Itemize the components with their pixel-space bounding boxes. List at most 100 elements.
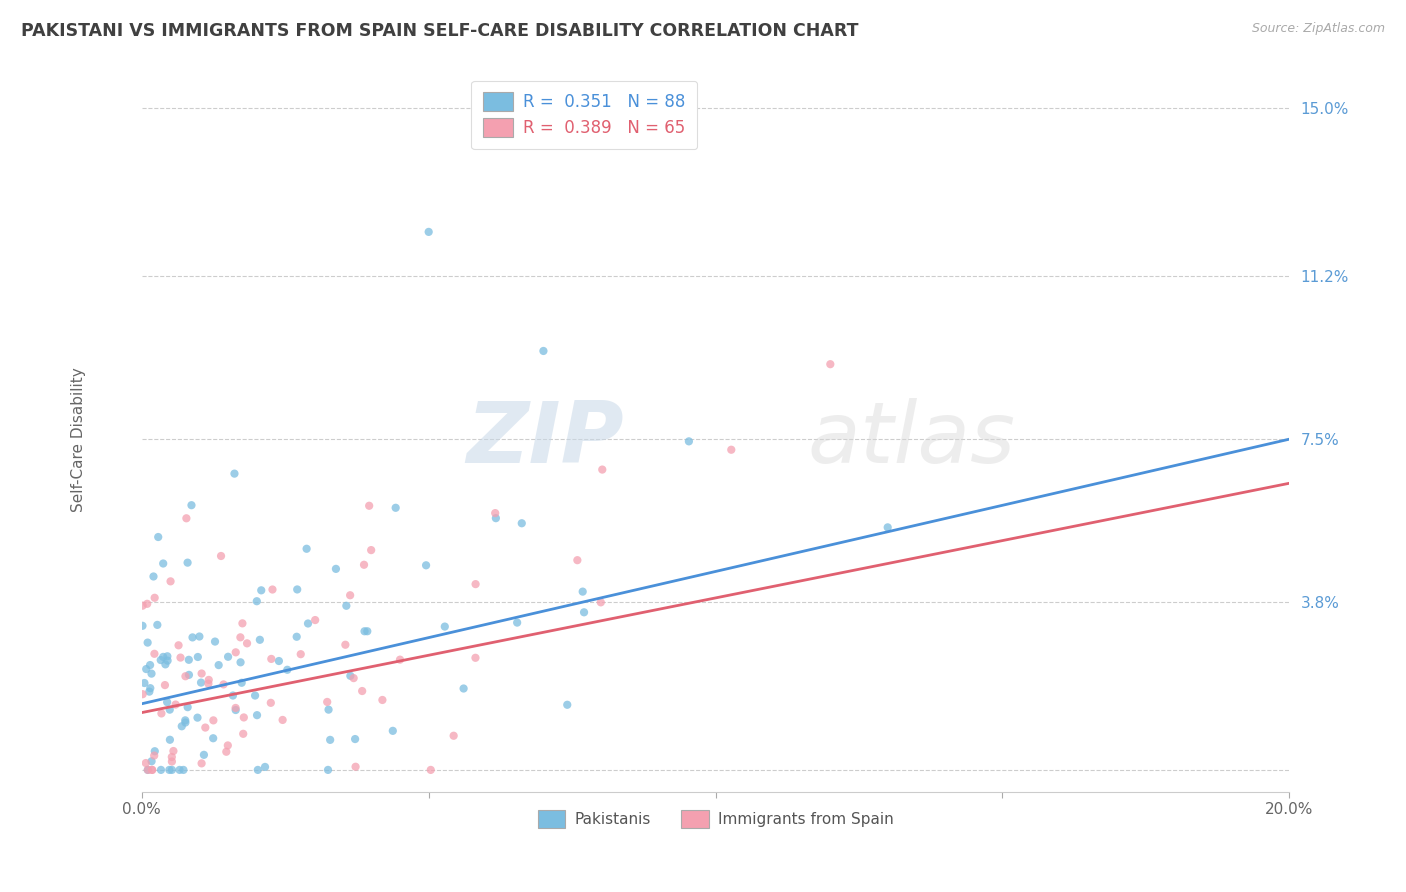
Point [190, 756, 212, 771]
Point [418, 225, 440, 239]
Point [170, 719, 193, 733]
Point [159, 574, 181, 589]
Point [464, 650, 486, 665]
Point [720, 442, 742, 457]
Point [249, 632, 271, 647]
Point [186, 711, 208, 725]
Point [136, 763, 159, 777]
Point [678, 434, 700, 449]
Point [343, 671, 366, 685]
Point [160, 755, 183, 769]
Point [267, 654, 290, 668]
Point [290, 647, 312, 661]
Point [156, 649, 179, 664]
Point [143, 647, 166, 661]
Point [225, 701, 247, 715]
Point [236, 636, 259, 650]
Point [141, 754, 163, 768]
Point [143, 748, 166, 763]
Point [194, 721, 217, 735]
Point [139, 658, 162, 673]
Point [250, 583, 273, 598]
Point [433, 619, 456, 633]
Text: atlas: atlas [807, 398, 1015, 481]
Point [339, 669, 361, 683]
Point [167, 638, 190, 652]
Point [353, 558, 375, 572]
Point [464, 577, 486, 591]
Point [419, 763, 441, 777]
Point [160, 763, 183, 777]
Point [169, 650, 191, 665]
Point [176, 511, 198, 525]
Point [136, 635, 159, 649]
Point [318, 703, 340, 717]
Point [136, 763, 159, 777]
Point [139, 681, 162, 695]
Point [131, 619, 153, 633]
Point [157, 763, 180, 777]
Point [165, 698, 187, 712]
Point [484, 506, 506, 520]
Point [254, 760, 277, 774]
Text: ZIP: ZIP [467, 398, 624, 481]
Point [135, 756, 157, 770]
Point [316, 763, 339, 777]
Point [174, 715, 197, 730]
Point [197, 673, 219, 687]
Point [187, 650, 209, 665]
Point [159, 703, 181, 717]
Point [217, 739, 239, 753]
Point [156, 695, 179, 709]
Point [415, 558, 437, 573]
Point [143, 744, 166, 758]
Point [152, 649, 174, 664]
Point [339, 588, 361, 602]
Text: PAKISTANI VS IMMIGRANTS FROM SPAIN SELF-CARE DISABILITY CORRELATION CHART: PAKISTANI VS IMMIGRANTS FROM SPAIN SELF-… [21, 22, 859, 40]
Point [371, 693, 394, 707]
Point [229, 630, 252, 644]
Text: Source: ZipAtlas.com: Source: ZipAtlas.com [1251, 22, 1385, 36]
Point [197, 676, 219, 690]
Point [172, 763, 194, 777]
Point [141, 763, 163, 777]
Point [232, 710, 254, 724]
Point [135, 662, 157, 676]
Point [181, 631, 204, 645]
Point [510, 516, 533, 531]
Point [222, 689, 245, 703]
Point [555, 698, 578, 712]
Point [335, 599, 357, 613]
Point [453, 681, 475, 696]
Point [232, 727, 254, 741]
Point [134, 676, 156, 690]
Point [162, 744, 184, 758]
Point [271, 713, 294, 727]
Point [231, 616, 253, 631]
Point [344, 760, 367, 774]
Point [174, 714, 197, 728]
Point [202, 714, 225, 728]
Point [262, 582, 284, 597]
Point [319, 732, 342, 747]
Point [153, 678, 176, 692]
Point [229, 656, 252, 670]
Point [381, 723, 404, 738]
Point [876, 520, 898, 534]
Point [160, 750, 183, 764]
Point [567, 553, 589, 567]
Point [141, 763, 163, 777]
Point [208, 658, 231, 673]
Point [190, 666, 212, 681]
Point [152, 557, 174, 571]
Point [388, 653, 411, 667]
Point [215, 745, 238, 759]
Point [138, 684, 160, 698]
Point [297, 616, 319, 631]
Point [356, 624, 378, 639]
Point [506, 615, 529, 630]
Point [243, 689, 266, 703]
Point [149, 763, 172, 777]
Point [335, 638, 357, 652]
Point [359, 499, 381, 513]
